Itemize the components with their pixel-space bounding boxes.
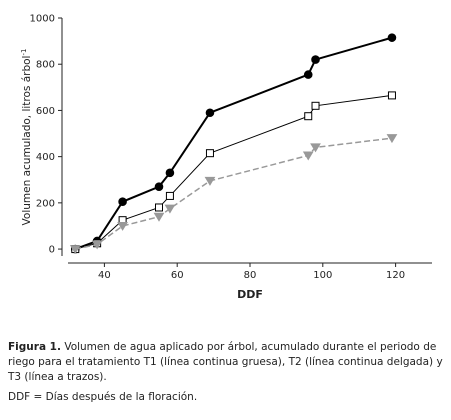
marker (310, 143, 321, 153)
marker (311, 55, 320, 64)
marker (311, 101, 320, 110)
caption: Figura 1. Volumen de agua aplicado por á… (8, 340, 444, 410)
y-tick-label: 800 (36, 60, 55, 71)
y-tick-label: 600 (36, 106, 55, 117)
y-axis-label: Volumen acumulado, litros árbol-1 (20, 49, 33, 226)
caption-body: Volumen de agua aplicado por árbol, acum… (8, 341, 443, 383)
marker (303, 70, 313, 79)
marker (164, 204, 176, 214)
marker (154, 182, 164, 191)
x-axis-label: DDF (237, 288, 263, 301)
caption-text: Figura 1. Volumen de agua aplicado por á… (8, 340, 444, 385)
y-axis-label-text: Volumen acumulado, litros árbol (21, 56, 33, 226)
x-tick-label: 80 (244, 270, 257, 281)
marker (302, 151, 314, 161)
chart: DDF Volumen acumulado, litros árbol-1 0 2… (20, 14, 432, 301)
marker (304, 112, 313, 121)
caption-note: DDF = Días después de la floración. (8, 391, 198, 403)
marker (118, 197, 127, 206)
marker (165, 191, 174, 200)
caption-label: Figura 1. (8, 341, 61, 353)
marker (155, 203, 163, 212)
marker (205, 108, 215, 118)
x-tick-label: 60 (171, 270, 184, 281)
x-tick-label: 120 (386, 270, 405, 281)
y-tick-label: 0 (49, 245, 55, 256)
series-line (75, 137, 393, 250)
marker (204, 176, 216, 186)
marker (386, 134, 398, 144)
marker (387, 91, 396, 100)
y-tick-label: 400 (36, 152, 55, 163)
y-tick-label: 200 (36, 198, 55, 209)
x-tick-label: 100 (313, 270, 332, 281)
marker (69, 245, 81, 255)
marker (117, 221, 128, 231)
y-axis-label-sup: -1 (20, 49, 28, 56)
marker (205, 149, 214, 158)
x-tick-label: 40 (98, 270, 111, 281)
marker (153, 212, 165, 222)
y-tick-label: 1000 (30, 14, 55, 25)
marker (387, 33, 397, 42)
marker (91, 240, 103, 250)
marker (165, 168, 175, 178)
